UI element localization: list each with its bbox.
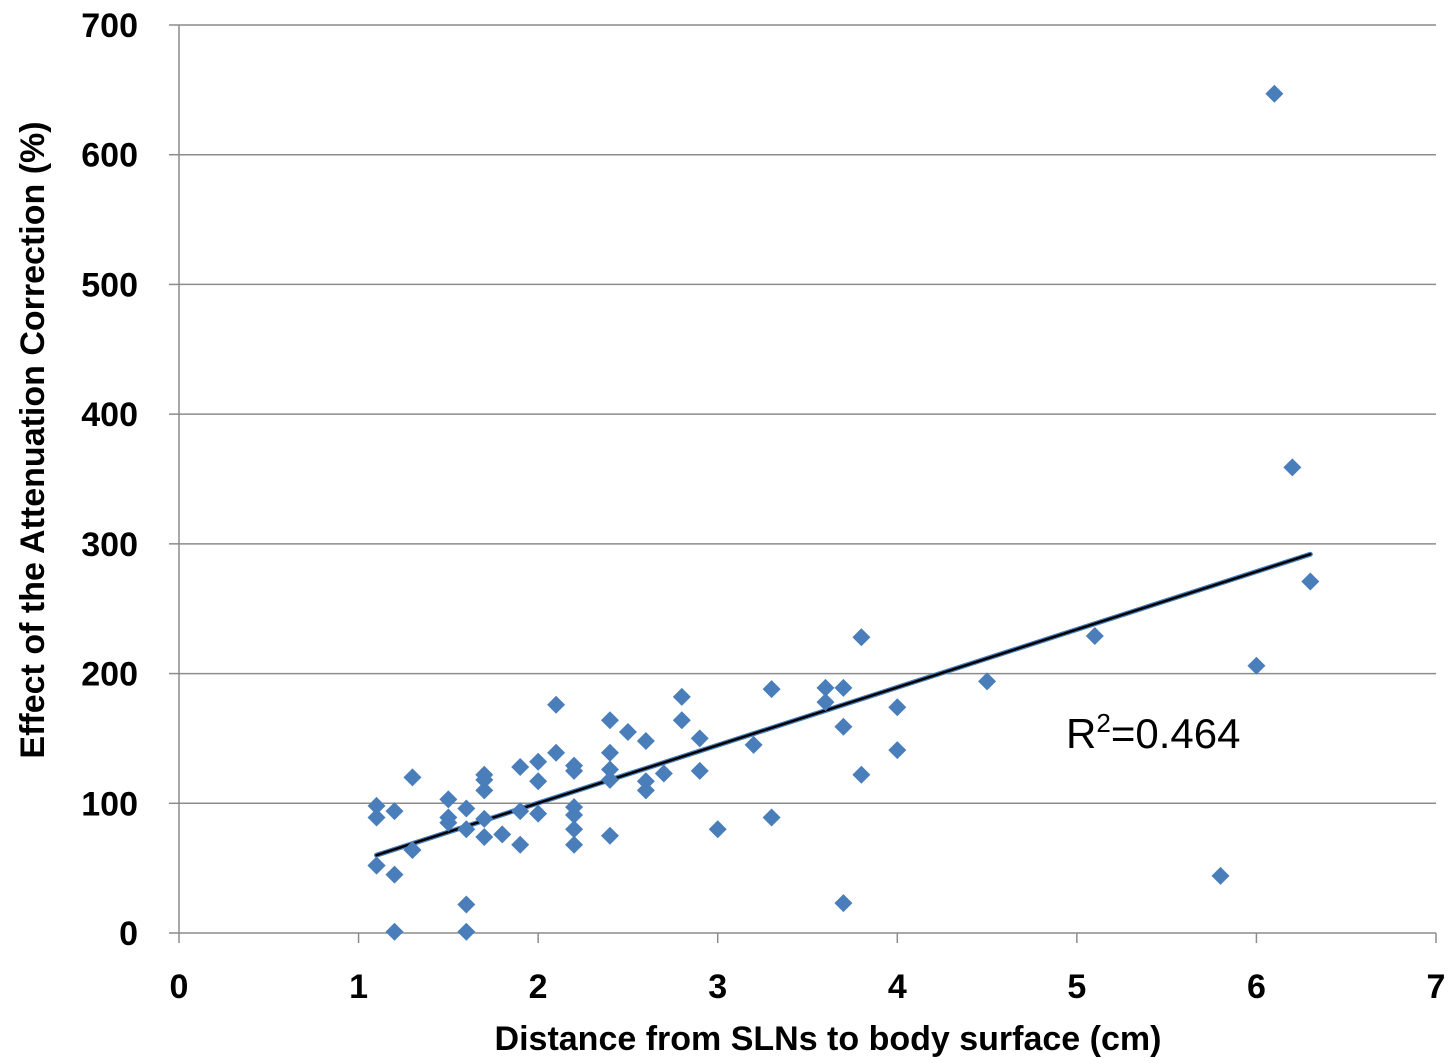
data-point [600,826,619,845]
x-tick-label: 2 [529,968,548,1006]
data-point [1247,656,1266,675]
data-point [367,856,386,875]
data-point [565,835,584,854]
data-point [565,805,584,824]
y-tick-label: 500 [81,266,138,304]
data-point [475,809,494,828]
data-point [600,711,619,730]
data-point [852,628,871,647]
data-point [475,828,494,847]
data-point [888,698,907,717]
x-tick-label: 5 [1067,968,1086,1006]
data-point [978,672,997,691]
x-tick-label: 1 [349,968,368,1006]
data-point [690,761,709,780]
data-point [816,693,835,712]
data-point [1301,572,1320,591]
x-tick-label: 7 [1427,968,1446,1006]
y-tick-label: 200 [81,656,138,694]
data-point [511,802,530,821]
data-point [403,840,422,859]
data-point [636,781,655,800]
data-point [457,895,476,914]
data-point [529,772,548,791]
trendline [375,552,1312,857]
data-point [1265,84,1284,103]
data-point [852,765,871,784]
data-point [636,772,655,791]
data-point [600,743,619,762]
data-point [762,680,781,699]
x-tick-label: 3 [708,968,727,1006]
x-tick-label: 6 [1247,968,1266,1006]
data-point [672,711,691,730]
data-point [385,802,404,821]
x-tick-label: 0 [170,968,189,1006]
data-point [1211,866,1230,885]
data-point [439,790,458,809]
data-point [762,808,781,827]
data-point [565,761,584,780]
y-tick-label: 400 [81,396,138,434]
x-axis-title: Distance from SLNs to body surface (cm) [495,1020,1162,1058]
data-point [475,781,494,800]
y-tick-label: 300 [81,526,138,564]
gridlines [179,24,1436,805]
data-point [403,768,422,787]
data-point [565,820,584,839]
data-point [385,922,404,941]
tick-labels: 0 100 200 300 400 500 600 700 0 1 2 3 4 5 6 7 [81,7,1445,1006]
data-point [654,764,673,783]
y-tick-label: 100 [81,785,138,823]
data-point [816,678,835,697]
x-tick-label: 4 [888,968,907,1006]
data-point [529,804,548,823]
data-point [1283,458,1302,477]
data-point [367,808,386,827]
data-point [439,813,458,832]
data-point [600,760,619,779]
data-point [493,825,512,844]
data-points [367,84,1320,941]
data-point [511,757,530,776]
data-point [672,687,691,706]
data-point [834,894,853,913]
annotation-base: R [1066,710,1096,757]
data-point [618,722,637,741]
data-point [708,820,727,839]
data-point [457,820,476,839]
data-point [888,741,907,760]
r-squared-annotation: R2=0.464 [1066,708,1240,757]
data-point [367,796,386,815]
y-axis-title: Effect of the Attenuation Correction (%) [14,121,52,758]
data-point [636,732,655,751]
data-point [1085,626,1104,645]
data-point [547,743,566,762]
data-point [744,735,763,754]
axes [169,24,1437,943]
data-point [834,678,853,697]
y-tick-label: 600 [81,137,138,175]
data-point [834,717,853,736]
data-point [529,752,548,771]
data-point [511,835,530,854]
annotation-value: =0.464 [1111,710,1241,757]
data-point [385,865,404,884]
y-tick-label: 0 [119,915,138,953]
data-point [457,922,476,941]
y-tick-label: 700 [81,7,138,45]
data-point [600,770,619,789]
data-point [690,729,709,748]
trendline-group [374,551,1313,858]
data-point [457,799,476,818]
annotation-superscript: 2 [1096,708,1110,738]
data-point [475,770,494,789]
data-point [547,695,566,714]
